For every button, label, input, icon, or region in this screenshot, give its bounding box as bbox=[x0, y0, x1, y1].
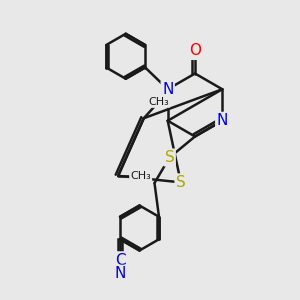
Text: N: N bbox=[114, 266, 126, 281]
Text: S: S bbox=[176, 175, 186, 190]
Text: O: O bbox=[189, 44, 201, 59]
Text: C: C bbox=[115, 253, 125, 268]
Text: CH₃: CH₃ bbox=[148, 97, 169, 107]
Text: CH₃: CH₃ bbox=[130, 171, 151, 181]
Text: S: S bbox=[165, 150, 174, 165]
Text: N: N bbox=[217, 113, 228, 128]
Text: N: N bbox=[162, 82, 173, 97]
